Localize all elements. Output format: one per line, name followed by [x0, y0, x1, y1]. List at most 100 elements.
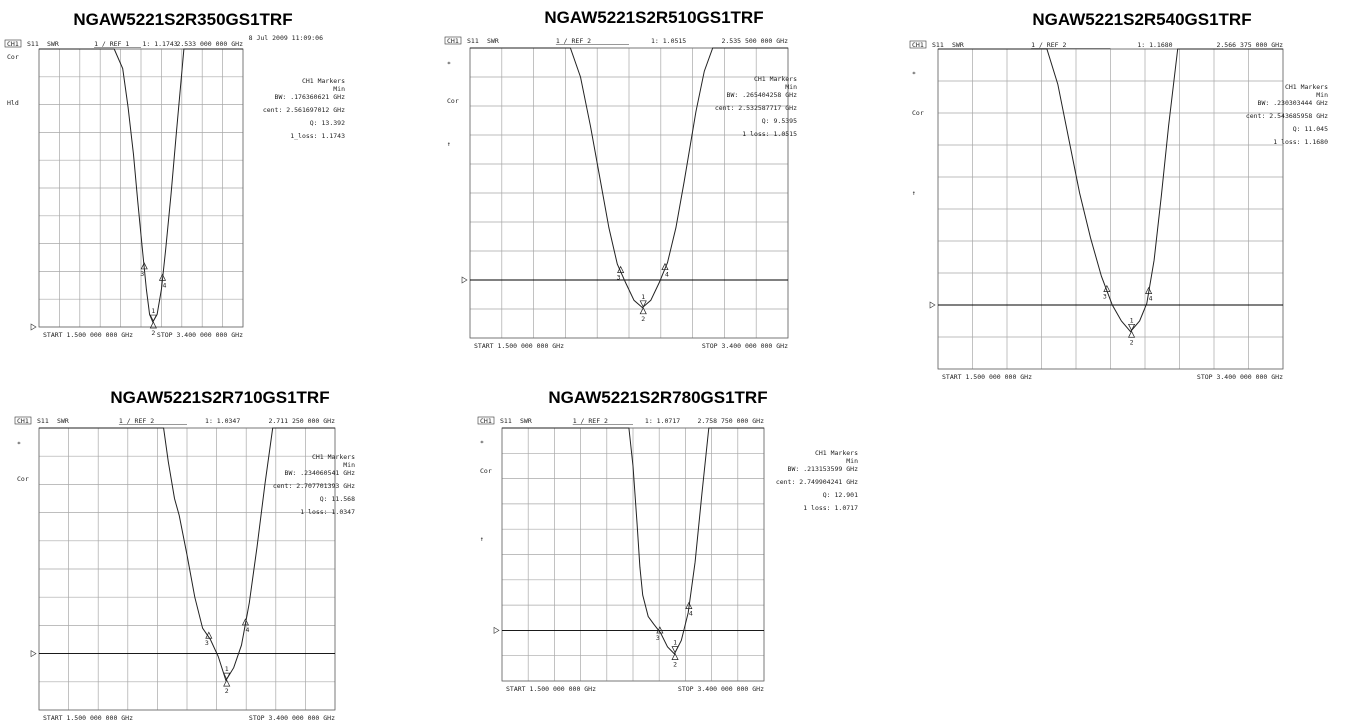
side-annotation: ↑ [912, 189, 916, 197]
marker-label: 3 [205, 639, 209, 647]
markers-panel-line: Min [333, 85, 345, 93]
reference-arrow [493, 626, 500, 634]
marker-label: 3 [140, 270, 144, 278]
header-marker-freq: 2.533 000 000 GHz [176, 40, 243, 48]
markers-panel-line: Min [846, 457, 858, 465]
markers-panel-line: Min [343, 461, 355, 469]
stop-frequency-label: STOP 3.400 000 000 GHz [702, 342, 788, 350]
marker-2-triangle [223, 679, 231, 687]
start-frequency-label: START 1.500 000 000 GHz [43, 331, 133, 339]
channel-box [444, 36, 462, 45]
stop-frequency-label: STOP 3.400 000 000 GHz [1197, 373, 1283, 381]
marker-label: 4 [1149, 295, 1153, 303]
markers-panel-line: CH1 Markers [815, 449, 858, 457]
marker-1-triangle [1127, 323, 1136, 332]
chart-title-2: NGAW5221S2R510GS1TRF [544, 8, 764, 27]
marker-label: 4 [163, 281, 167, 289]
start-frequency-label: START 1.500 000 000 GHz [942, 373, 1032, 381]
plot-frame [937, 48, 1284, 370]
marker-1-triangle [671, 646, 679, 654]
marker-triangle [656, 626, 664, 634]
header-format: SWR [952, 41, 964, 49]
marker-2-triangle [1127, 330, 1136, 338]
header-marker-freq: 2.535 500 000 GHz [721, 37, 788, 45]
marker-label: 2 [673, 661, 677, 669]
plot-frame [469, 47, 789, 339]
marker-label: 3 [1103, 293, 1107, 301]
header-scale: 1 / REF 2 [1031, 41, 1066, 49]
start-frequency-label: START 1.500 000 000 GHz [43, 714, 133, 720]
markers-panel-line: CH1 Markers [754, 75, 797, 83]
markers-panel-line: cent: 2.532587717 GHz [715, 104, 797, 112]
marker-triangle [140, 262, 148, 270]
markers-panel-line: 1 loss: 1.0347 [300, 508, 355, 516]
header-marker-readout: 1: 1.0347 [205, 417, 240, 425]
markers-panel-line: Q: 12.901 [823, 491, 858, 499]
header-param: S11 [467, 37, 479, 45]
header-marker-readout: 1: 1.1680 [1137, 41, 1172, 49]
header-date: 8 Jul 2009 11:09:06 [249, 34, 323, 42]
side-annotation: Cor [17, 475, 29, 483]
marker-2-triangle [149, 321, 157, 329]
markers-panel-line: BW: .213153599 GHz [788, 465, 859, 473]
marker-label: 2 [641, 315, 645, 323]
side-annotation: * [447, 60, 451, 68]
markers-panel-line: BW: .176360621 GHz [275, 93, 346, 101]
markers-panel-line: Q: 9.5395 [762, 117, 797, 125]
marker-label: 4 [689, 610, 693, 618]
marker-triangle [685, 601, 693, 609]
header-scale: 1 / REF 2 [556, 37, 591, 45]
header-marker-freq: 2.758 750 000 GHz [697, 417, 764, 425]
plot-frame [501, 427, 765, 682]
marker-triangle [661, 262, 669, 271]
header-marker-readout: 1: 1.0515 [651, 37, 686, 45]
plot-frame [38, 427, 336, 711]
marker-label: 1 [673, 639, 677, 647]
markers-panel-line: Q: 11.568 [320, 495, 355, 503]
header-scale: 1 / REF 1 [94, 40, 129, 48]
marker-label: 1 [225, 665, 229, 673]
side-annotation: Cor [7, 53, 19, 61]
markers-panel-line: BW: .234060541 GHz [285, 469, 356, 477]
start-frequency-label: START 1.500 000 000 GHz [474, 342, 564, 350]
header-channel: CH1 [912, 41, 924, 49]
header-format: SWR [47, 40, 59, 48]
side-annotation: * [912, 70, 916, 78]
markers-panel-line: Min [785, 83, 797, 91]
marker-triangle [617, 265, 625, 273]
marker-label: 1 [151, 307, 155, 315]
reference-arrow [30, 323, 37, 331]
side-annotation: Hld [7, 99, 19, 107]
channel-box [909, 40, 927, 49]
header-marker-freq: 2.566 375 000 GHz [1216, 41, 1283, 49]
marker-label: 2 [225, 687, 229, 695]
channel-box [4, 39, 22, 48]
marker-1-triangle [223, 672, 231, 680]
markers-panel-line: 1 loss: 1.1680 [1273, 138, 1328, 146]
markers-panel-line: 1 loss: 1.0717 [803, 504, 858, 512]
reference-arrow [30, 650, 37, 658]
marker-triangle [1145, 286, 1153, 294]
swr-plot-5: CH1 S11 SWR 1 / REF 2 1: 1.0717 2.758 750 000… [477, 416, 859, 693]
swr-plot-4: CH1 S11 SWR 1 / REF 2 1: 1.0347 2.711 250 000… [14, 416, 356, 720]
markers-panel-line: BW: .265404258 GHz [727, 91, 798, 99]
marker-triangle [1103, 284, 1111, 292]
side-annotation: Cor [480, 467, 492, 475]
header-channel: CH1 [7, 40, 19, 48]
channel-box [477, 416, 495, 425]
marker-1-triangle [639, 300, 647, 308]
markers-panel-line: CH1 Markers [312, 453, 355, 461]
side-annotation: Cor [447, 97, 459, 105]
start-frequency-label: START 1.500 000 000 GHz [506, 685, 596, 693]
header-param: S11 [37, 417, 49, 425]
marker-label: 3 [656, 634, 660, 642]
markers-panel-line: BW: .230303444 GHz [1258, 99, 1329, 107]
chart-title-5: NGAW5221S2R780GS1TRF [548, 388, 768, 407]
marker-triangle [158, 273, 167, 281]
marker-label: 2 [1130, 338, 1134, 346]
stop-frequency-label: STOP 3.400 000 000 GHz [249, 714, 335, 720]
header-format: SWR [487, 37, 499, 45]
stop-frequency-label: STOP 3.400 000 000 GHz [157, 331, 243, 339]
chart-title-4: NGAW5221S2R710GS1TRF [110, 388, 330, 407]
